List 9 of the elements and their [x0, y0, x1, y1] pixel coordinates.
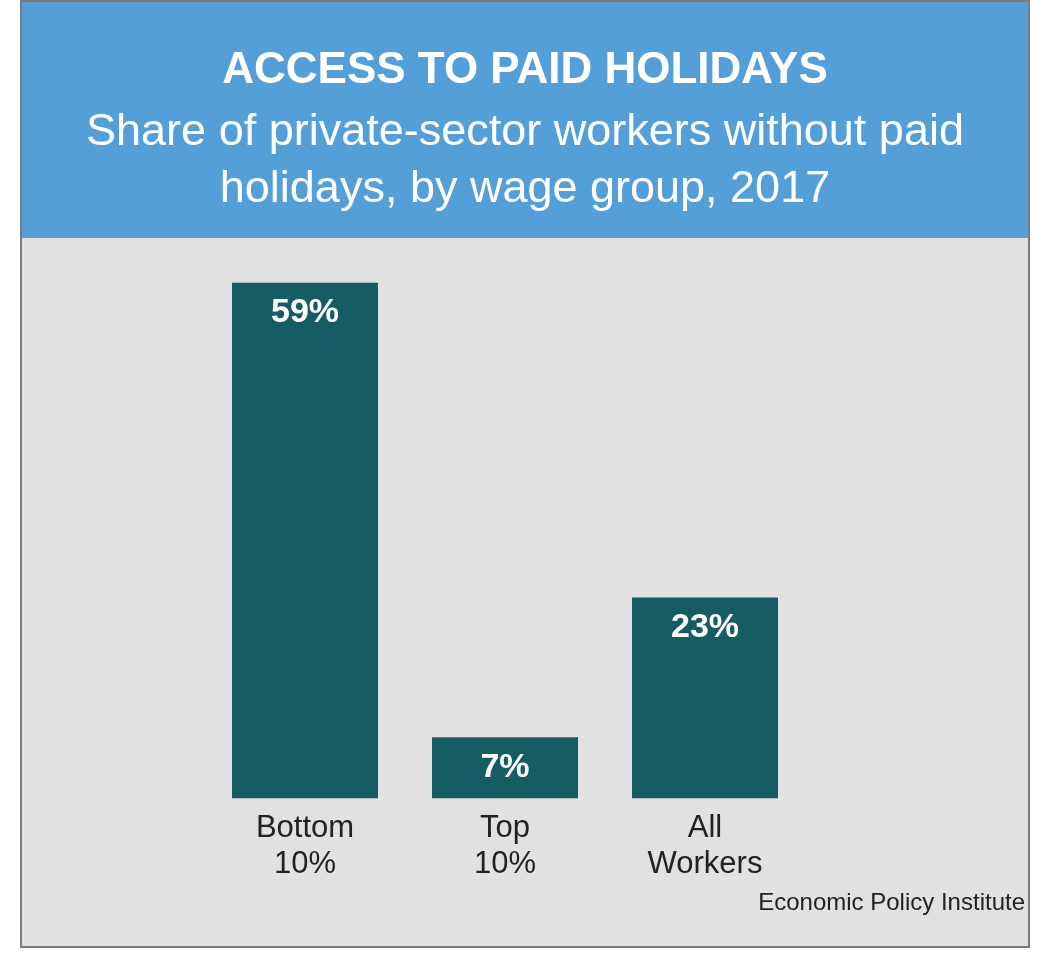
text: Economic Policy Institute — [758, 888, 1025, 916]
x-tick-label: Top 10% — [473, 809, 537, 881]
data-label: 59% — [270, 291, 340, 330]
data-label: 7% — [480, 745, 530, 784]
x-tick-label: All Workers — [647, 809, 763, 881]
chart-title: ACCESS TO PAID HOLIDAYS — [221, 42, 829, 94]
x-tick-label: Bottom 10% — [255, 809, 355, 881]
data-label: 23% — [670, 605, 740, 644]
chart-subtitle: Share of private-sector workers without paid holidays, by wage group, 2017 — [85, 103, 965, 214]
